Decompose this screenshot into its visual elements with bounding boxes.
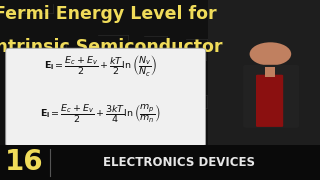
Text: Fermi Energy Level for: Fermi Energy Level for — [0, 5, 217, 23]
Bar — [265, 67, 275, 76]
Circle shape — [250, 42, 291, 66]
Bar — [208, 0, 320, 145]
FancyBboxPatch shape — [256, 75, 283, 127]
FancyBboxPatch shape — [243, 65, 299, 128]
Text: 16: 16 — [5, 148, 43, 176]
Text: $\mathbf{E_i} = \dfrac{E_c + E_v}{2} + \dfrac{kT}{2}\ln\left(\dfrac{N_v}{N_c}\ri: $\mathbf{E_i} = \dfrac{E_c + E_v}{2} + \… — [44, 53, 157, 78]
FancyBboxPatch shape — [6, 48, 205, 146]
Text: Intrinsic Semiconductor: Intrinsic Semiconductor — [0, 38, 222, 56]
Bar — [0, 145, 320, 180]
Text: ELECTRONICS DEVICES: ELECTRONICS DEVICES — [103, 156, 255, 169]
Text: $\mathbf{E_i} = \dfrac{E_c + E_v}{2} + \dfrac{3kT}{4}\ln\left(\dfrac{m_p}{m_n}\r: $\mathbf{E_i} = \dfrac{E_c + E_v}{2} + \… — [40, 102, 161, 125]
